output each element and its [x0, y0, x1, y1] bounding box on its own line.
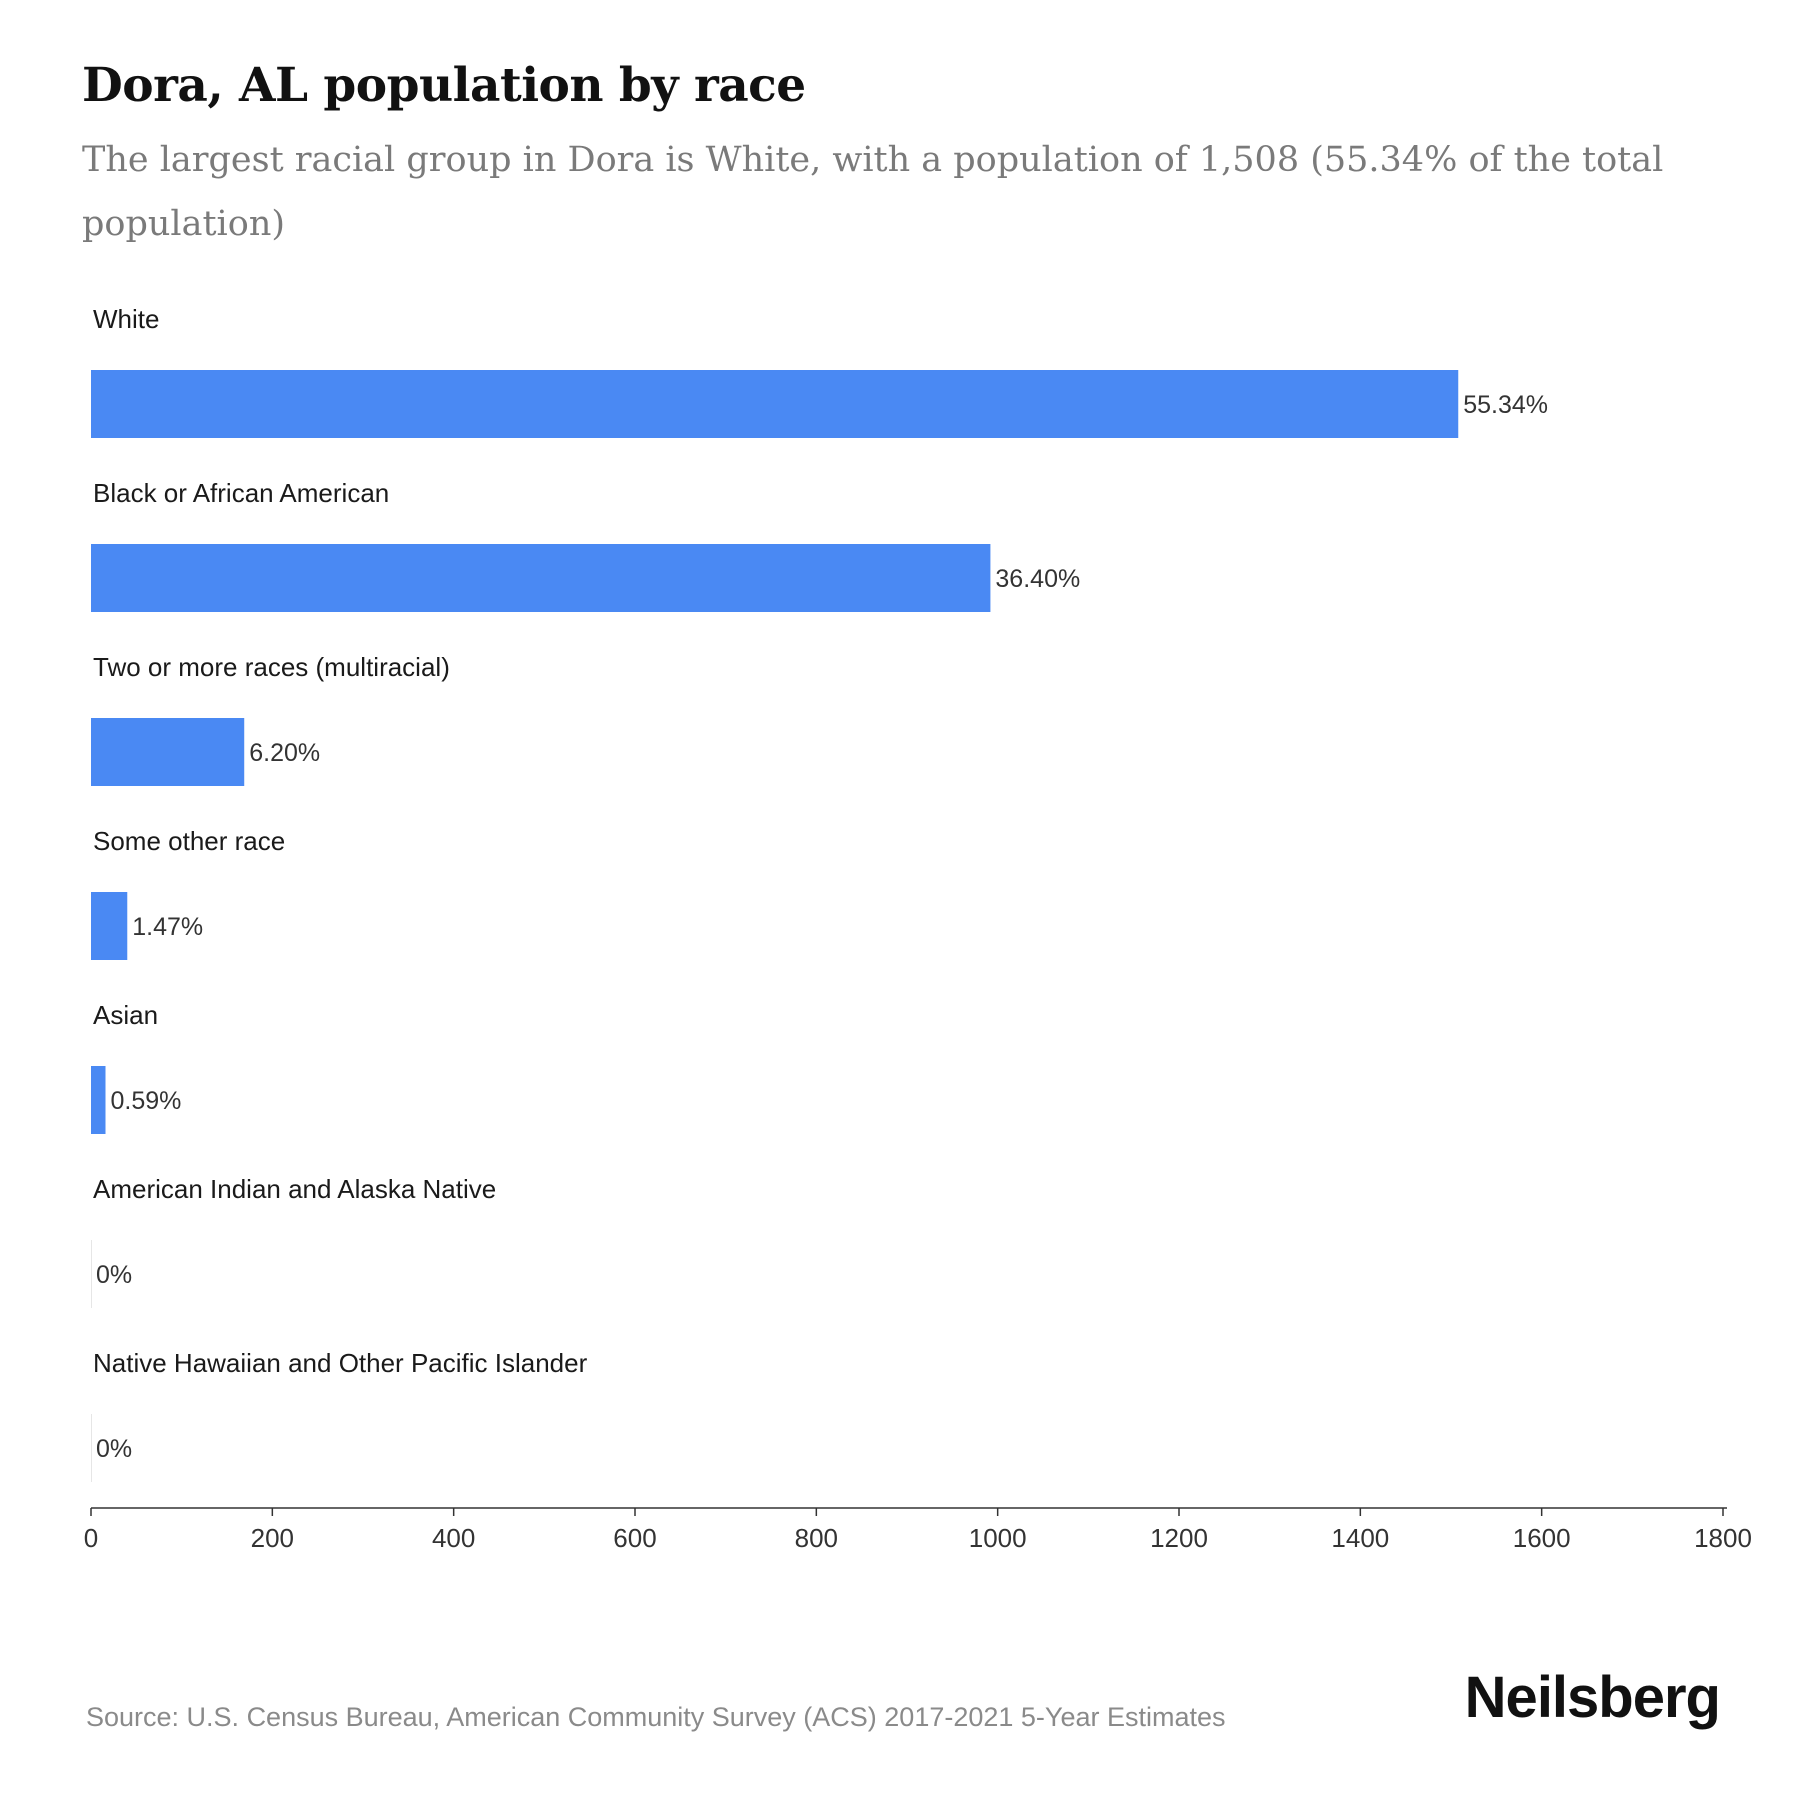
chart-title: Dora, AL population by race: [82, 58, 806, 113]
brand-logo: Neilsberg: [1464, 1665, 1721, 1730]
x-tick-label: 1400: [1331, 1523, 1389, 1553]
category-label: American Indian and Alaska Native: [93, 1174, 496, 1204]
data-label: 6.20%: [249, 739, 320, 767]
bar: [91, 370, 1459, 438]
bar: [91, 1066, 106, 1134]
x-tick-label: 800: [795, 1523, 838, 1553]
data-label: 0%: [96, 1435, 132, 1463]
data-label: 0.59%: [111, 1087, 182, 1115]
x-tick-label: 200: [251, 1523, 294, 1553]
x-tick-label: 1000: [969, 1523, 1027, 1553]
data-label: 36.40%: [995, 565, 1080, 593]
x-tick-label: 1800: [1694, 1523, 1752, 1553]
x-tick-label: 0: [84, 1523, 98, 1553]
x-tick-label: 400: [432, 1523, 475, 1553]
bar-chart: White 55.34% Black or African American 36.4…: [84, 304, 1752, 1553]
chart-subtitle: The largest racial group in Dora is Whit…: [82, 140, 1664, 244]
category-label: Black or African American: [93, 478, 389, 508]
bar: [91, 892, 128, 960]
x-tick-label: 1600: [1513, 1523, 1571, 1553]
category-label: Native Hawaiian and Other Pacific Island…: [93, 1348, 588, 1378]
category-label: Some other race: [93, 826, 285, 856]
data-label: 0%: [96, 1261, 132, 1289]
category-label: White: [93, 304, 159, 334]
bar: [91, 718, 245, 786]
x-tick-label: 600: [613, 1523, 656, 1553]
data-label: 1.47%: [132, 913, 203, 941]
bar: [91, 544, 991, 612]
source-note: Source: U.S. Census Bureau, American Com…: [86, 1702, 1226, 1732]
data-label: 55.34%: [1463, 391, 1548, 419]
category-label: Two or more races (multiracial): [93, 652, 450, 682]
x-tick-label: 1200: [1150, 1523, 1208, 1553]
category-label: Asian: [93, 1000, 158, 1030]
